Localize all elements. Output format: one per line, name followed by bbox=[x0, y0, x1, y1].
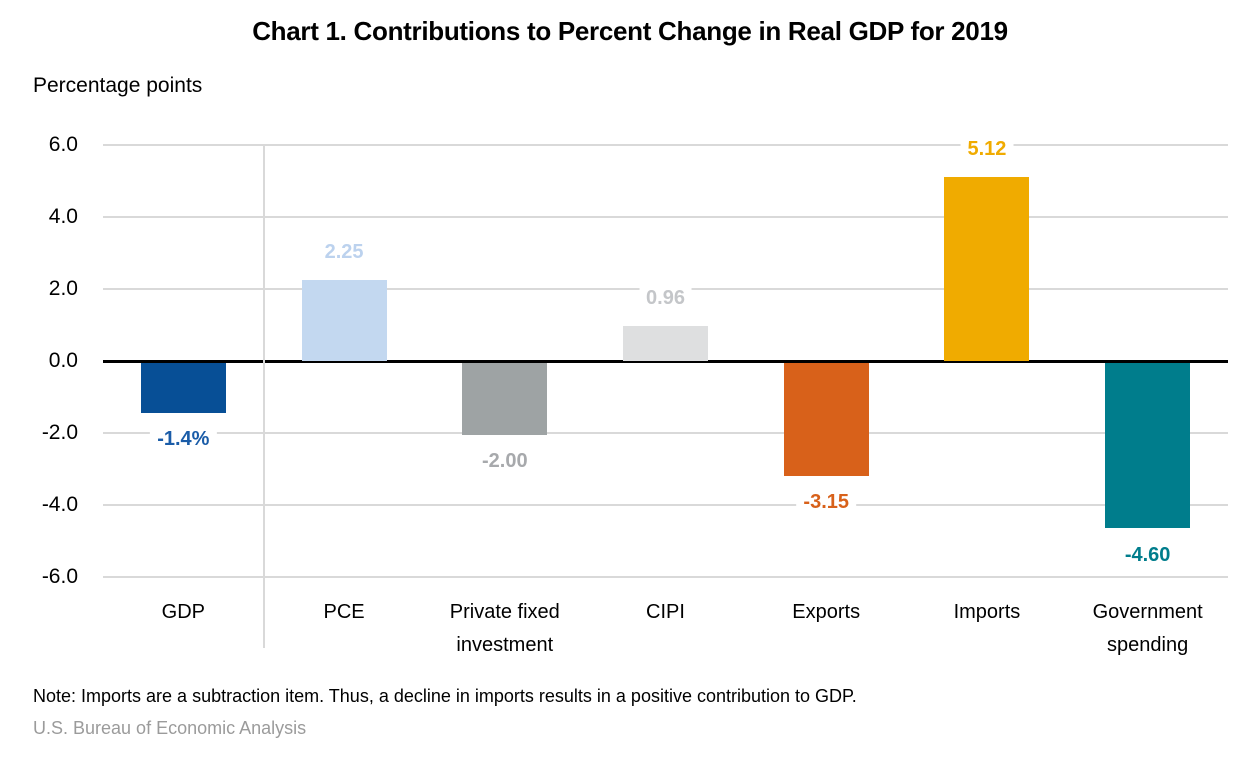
x-axis-label-line: CIPI bbox=[646, 601, 685, 623]
y-tick-label: 4.0 bbox=[48, 205, 78, 228]
bar-gdp bbox=[140, 362, 226, 413]
y-tick-label: 6.0 bbox=[48, 133, 78, 156]
x-axis-label-private-fixed-investment: Private fixed investment bbox=[420, 596, 590, 662]
bar-private-fixed-investment bbox=[462, 362, 548, 435]
x-axis-label-line: Exports bbox=[792, 601, 861, 623]
value-label-government-spending: -4.60 bbox=[1117, 541, 1178, 568]
category-separator-line bbox=[262, 145, 265, 648]
x-axis-label-line: investment bbox=[456, 634, 554, 656]
y-tick-label: 0.0 bbox=[48, 349, 78, 372]
value-label-private-fixed-investment: -2.00 bbox=[474, 448, 535, 474]
value-label-exports: -3.15 bbox=[796, 489, 856, 516]
x-axis-label-line: Government bbox=[1092, 601, 1203, 623]
x-axis-label-line: spending bbox=[1107, 634, 1189, 656]
x-axis-label-line: PCE bbox=[323, 601, 365, 623]
x-axis-label-cipi: CIPI bbox=[581, 596, 751, 629]
x-axis-label-government-spending: Government spending bbox=[1063, 596, 1233, 662]
note-text: Note: Imports are a subtraction item. Th… bbox=[33, 686, 857, 706]
chart-title: Chart 1. Contributions to Percent Change… bbox=[252, 16, 1008, 46]
gridline bbox=[103, 216, 1228, 218]
x-axis-label-line: Private fixed bbox=[449, 601, 560, 623]
source-text: U.S. Bureau of Economic Analysis bbox=[33, 718, 307, 738]
x-axis-label-imports: Imports bbox=[902, 596, 1072, 629]
y-tick-label: -2.0 bbox=[41, 421, 78, 444]
value-label-pce: 2.25 bbox=[317, 239, 371, 265]
y-axis-units-label: Percentage points bbox=[33, 74, 203, 97]
bar-imports bbox=[944, 176, 1030, 361]
gridline bbox=[103, 432, 1228, 434]
bar-pce bbox=[301, 280, 387, 361]
y-tick-label: 2.0 bbox=[48, 277, 78, 300]
value-label-gdp: -1.4% bbox=[150, 426, 217, 453]
gridline bbox=[103, 576, 1228, 578]
value-label-cipi: 0.96 bbox=[639, 285, 692, 312]
bar-government-spending bbox=[1105, 362, 1191, 529]
x-axis-label-gdp: GDP bbox=[98, 596, 268, 629]
bar-exports bbox=[783, 362, 869, 476]
gridline bbox=[103, 144, 1228, 146]
bar-cipi bbox=[623, 326, 708, 361]
y-tick-label: -6.0 bbox=[41, 565, 78, 588]
x-axis-label-line: Imports bbox=[953, 601, 1021, 623]
y-tick-label: -4.0 bbox=[41, 493, 78, 516]
gridline bbox=[103, 504, 1228, 506]
value-label-imports: 5.12 bbox=[960, 135, 1014, 162]
x-axis-label-line: GDP bbox=[161, 601, 206, 623]
x-axis-label-pce: PCE bbox=[259, 596, 429, 629]
zero-axis-line bbox=[103, 359, 1228, 363]
x-axis-label-exports: Exports bbox=[741, 596, 911, 629]
